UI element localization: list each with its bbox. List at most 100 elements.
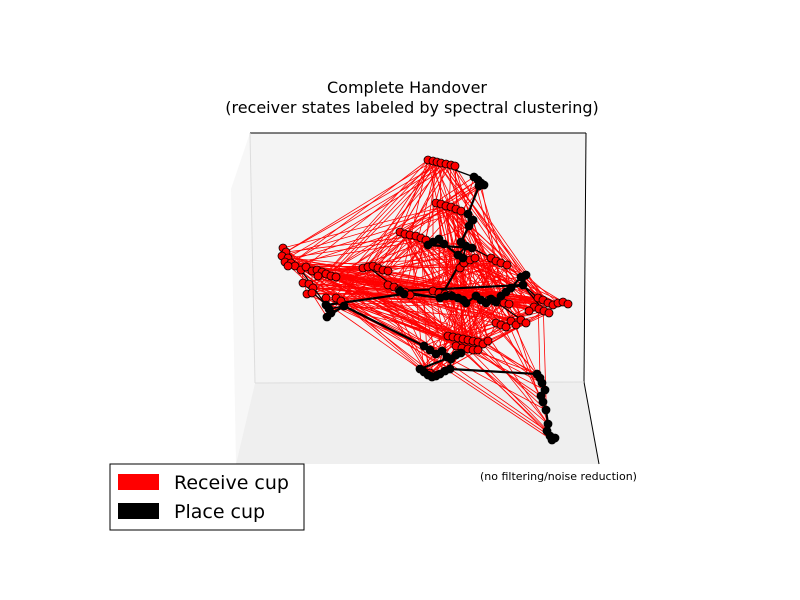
data-point-place-cup [540,385,550,395]
data-point-receive-cup [563,299,573,309]
data-point-place-cup [419,341,429,351]
data-point-receive-cup [313,271,323,281]
edge-receive [445,205,559,304]
annotation-text: (no filtering/noise reduction) [480,470,637,483]
edge-receive [445,205,457,347]
left-pane-edge [249,132,256,384]
data-point-place-cup [550,433,560,443]
edge-receive [281,255,437,377]
data-point-place-cup [538,397,548,407]
data-point-place-cup [521,270,531,280]
edge-receive [294,210,462,267]
data-point-receive-cup [301,262,311,272]
data-point-place-cup [425,345,435,355]
edge-receive [399,159,429,233]
edge-receive [300,161,438,271]
data-point-place-cup [437,346,447,356]
edge-receive [482,343,549,425]
edge-place [449,367,538,376]
legend: Receive cup Place cup [109,463,305,531]
data-point-receive-cup [383,266,393,276]
data-point-receive-cup [483,336,493,346]
legend-label-place-cup: Place cup [174,501,265,523]
data-point-receive-cup [307,288,317,298]
edge-receive [285,162,442,253]
edge-receive [290,239,427,264]
data-point-receive-cup [473,345,483,355]
edge-receive [287,237,422,259]
floor-right-edge [583,381,600,465]
chart-title-line-2: (receiver states labeled by spectral clu… [225,98,599,117]
edge-receive [306,257,464,295]
legend-swatch-place-cup [118,503,159,519]
left-pane [231,133,255,464]
chart-title-line-1: Complete Handover [327,78,487,97]
data-point-receive-cup [283,261,293,271]
edge-receive [340,300,474,351]
edge-place [399,283,524,293]
edge-receive [435,202,500,303]
edge-place [343,305,425,347]
edge-receive [287,159,429,267]
data-point-place-cup [458,253,468,263]
edge-receive [377,162,442,269]
edge-receive [472,340,547,411]
edge-receive [285,235,417,253]
edge-receive [468,225,517,326]
edge-receive [387,208,457,286]
data-point-place-cup [456,348,466,358]
floor-pane [236,382,599,464]
data-point-place-cup [463,209,473,219]
edge-receive [311,270,463,349]
edge-receive [440,203,484,345]
data-point-place-cup [322,312,332,322]
data-point-place-cup [445,364,455,374]
series-place-cup [321,172,560,445]
edge-receive [285,160,434,253]
data-point-place-cup [461,298,471,308]
data-point-place-cup [474,181,484,191]
edge-receive [367,161,438,268]
edge-receive [343,305,522,321]
edge-receive [330,162,442,277]
legend-swatch-receive-cup [118,474,159,490]
edge-receive [506,264,530,312]
edge-receive [367,234,411,268]
data-point-place-cup [518,280,528,290]
data-point-receive-cup [450,161,460,171]
legend-label-receive-cup: Receive cup [174,472,289,494]
edge-receive [287,163,447,259]
data-point-place-cup [506,283,516,293]
edge-receive [393,286,436,376]
edge-receive [432,241,502,326]
back-right-edge [583,132,587,383]
data-point-place-cup [339,301,349,311]
edge-receive [399,231,469,341]
edge-receive [335,297,463,349]
data-point-receive-cup [504,299,514,309]
edge-receive [311,161,438,294]
edge-receive [284,208,457,263]
data-point-receive-cup [470,253,480,263]
data-point-place-cup [491,297,501,307]
edge-receive [425,239,541,379]
data-point-receive-cup [524,306,534,316]
data-point-place-cup [541,405,551,415]
data-point-place-cup [399,289,409,299]
edge-receive [474,257,540,310]
edge-receive [436,161,489,342]
data-point-receive-cup [521,318,531,328]
edge-receive [477,341,538,375]
edge-receive [281,206,452,257]
edge-receive [281,255,551,437]
edge-receive [387,163,447,272]
edge-receive [459,267,463,349]
edge-receive [335,179,479,278]
data-point-place-cup [468,215,478,225]
edge-receive [457,337,556,439]
edge-receive [362,267,431,374]
data-point-place-cup [464,221,474,231]
edge-place [466,185,481,215]
edge-receive [477,179,522,321]
